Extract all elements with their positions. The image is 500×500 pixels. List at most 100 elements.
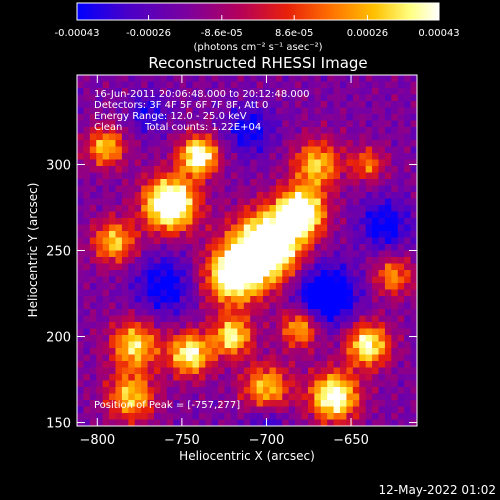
heatmap-cell	[160, 244, 168, 251]
heatmap-cell	[397, 322, 405, 329]
heatmap-cell	[243, 367, 251, 375]
heatmap-cell	[134, 250, 142, 258]
heatmap-cell	[391, 198, 399, 206]
heatmap-cell	[173, 237, 181, 245]
heatmap-cell	[211, 361, 219, 368]
heatmap-cell	[352, 354, 360, 362]
heatmap-cell	[166, 250, 174, 258]
heatmap-cell	[218, 348, 225, 355]
heatmap-cell	[352, 400, 360, 407]
heatmap-cell	[256, 153, 264, 160]
heatmap-cell	[359, 244, 367, 251]
heatmap-cell	[320, 393, 328, 401]
heatmap-cell	[109, 224, 116, 232]
heatmap-cell	[333, 380, 341, 388]
heatmap-cell	[160, 328, 168, 336]
heatmap-cell	[301, 153, 309, 160]
heatmap-cell	[205, 94, 213, 102]
heatmap-cell	[288, 166, 296, 173]
heatmap-cell	[320, 276, 328, 284]
heatmap-cell	[83, 270, 91, 277]
heatmap-cell	[89, 231, 97, 238]
heatmap-cell	[384, 283, 392, 290]
heatmap-cell	[186, 159, 193, 167]
heatmap-cell	[359, 224, 367, 232]
heatmap-cell	[269, 296, 277, 303]
heatmap-cell	[327, 380, 335, 388]
heatmap-cell	[410, 354, 418, 362]
heatmap-cell	[160, 120, 168, 128]
heatmap-cell	[410, 114, 418, 121]
heatmap-cell	[153, 159, 161, 167]
heatmap-cell	[96, 419, 104, 427]
heatmap-cell	[410, 159, 418, 167]
heatmap-cell	[250, 270, 258, 277]
heatmap-cell	[404, 166, 411, 173]
heatmap-cell	[224, 192, 232, 199]
heatmap-cell	[340, 140, 347, 147]
heatmap-cell	[295, 192, 302, 199]
heatmap-cell	[179, 159, 187, 167]
heatmap-cell	[391, 172, 399, 180]
heatmap-cell	[288, 81, 296, 89]
heatmap-cell	[372, 387, 379, 394]
heatmap-cell	[218, 237, 225, 245]
heatmap-cell	[230, 406, 238, 414]
heatmap-cell	[147, 94, 155, 102]
heatmap-cell	[160, 81, 168, 89]
heatmap-cell	[243, 198, 251, 206]
heatmap-cell	[282, 81, 290, 89]
heatmap-cell	[160, 140, 168, 147]
heatmap-cell	[77, 361, 84, 368]
heatmap-cell	[333, 101, 341, 108]
heatmap-cell	[372, 302, 379, 310]
heatmap-cell	[263, 413, 270, 420]
heatmap-cell	[89, 341, 97, 349]
heatmap-cell	[346, 159, 354, 167]
heatmap-cell	[230, 309, 238, 316]
heatmap-cell	[237, 309, 245, 316]
heatmap-cell	[269, 88, 277, 95]
heatmap-cell	[96, 367, 104, 375]
heatmap-cell	[307, 237, 315, 245]
heatmap-cell	[282, 146, 290, 154]
heatmap-cell	[230, 361, 238, 368]
heatmap-cell	[384, 107, 392, 115]
heatmap-cell	[256, 367, 264, 375]
heatmap-cell	[307, 153, 315, 160]
heatmap-cell	[365, 283, 373, 290]
heatmap-cell	[250, 341, 258, 349]
heatmap-cell	[109, 159, 116, 167]
heatmap-cell	[218, 374, 225, 381]
heatmap-cell	[410, 257, 418, 264]
heatmap-cell	[346, 283, 354, 290]
heatmap-cell	[397, 198, 405, 206]
heatmap-cell	[211, 224, 219, 232]
heatmap-cell	[109, 205, 116, 212]
heatmap-cell	[307, 179, 315, 186]
heatmap-cell	[153, 283, 161, 290]
heatmap-cell	[359, 302, 367, 310]
heatmap-cell	[307, 172, 315, 180]
heatmap-cell	[256, 224, 264, 232]
heatmap-cell	[230, 250, 238, 258]
heatmap-cell	[397, 133, 405, 141]
heatmap-cell	[89, 309, 97, 316]
heatmap-cell	[384, 224, 392, 232]
heatmap-cell	[218, 341, 225, 349]
heatmap-cell	[340, 335, 347, 342]
heatmap-cell	[378, 166, 386, 173]
heatmap-cell	[397, 302, 405, 310]
heatmap-cell	[96, 81, 104, 89]
heatmap-cell	[372, 393, 379, 401]
heatmap-cell	[404, 205, 411, 212]
heatmap-cell	[346, 367, 354, 375]
heatmap-cell	[365, 179, 373, 186]
heatmap-cell	[320, 302, 328, 310]
heatmap-cell	[179, 322, 187, 329]
heatmap-cell	[327, 198, 335, 206]
heatmap-cell	[275, 94, 283, 102]
heatmap-cell	[134, 75, 142, 82]
heatmap-cell	[250, 127, 258, 134]
heatmap-cell	[263, 367, 270, 375]
